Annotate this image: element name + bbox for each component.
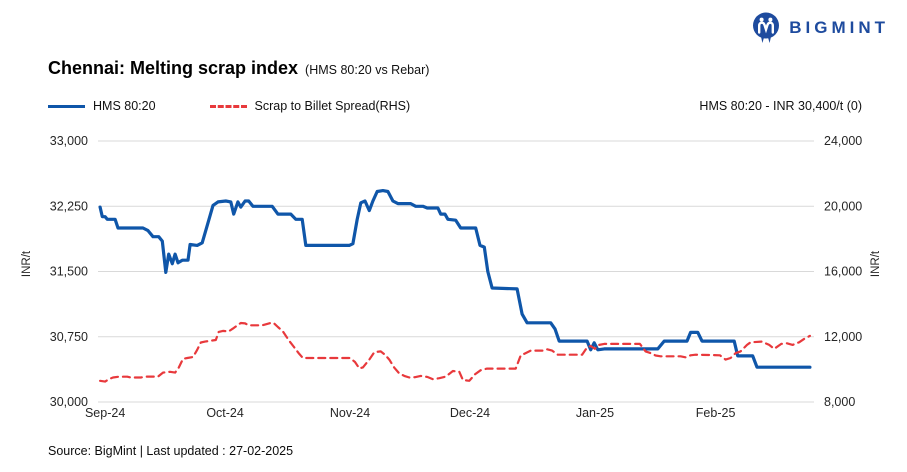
latest-value-annotation: HMS 80:20 - INR 30,400/t (0) [699,99,862,113]
x-axis-tick: Sep-24 [85,406,125,420]
x-axis-tick: Dec-24 [450,406,490,420]
chart-title-row: Chennai: Melting scrap index (HMS 80:20 … [48,58,429,79]
y-axis-tick-left: 31,500 [50,265,88,279]
source-note: Source: BigMint | Last updated : 27-02-2… [48,444,294,458]
legend-item-hms: HMS 80:20 [48,99,156,113]
left-axis-unit-label: INR/t [21,250,33,278]
x-axis-tick: Nov-24 [330,406,370,420]
chart-subtitle: (HMS 80:20 vs Rebar) [305,63,430,77]
series-line-spread [98,321,812,383]
legend-item-spread: Scrap to Billet Spread(RHS) [209,99,411,113]
x-axis-tick: Feb-25 [696,406,736,420]
chart-title: Chennai: Melting scrap index [48,58,299,78]
bigmint-logo-icon [751,11,781,44]
legend-label-spread: Scrap to Billet Spread(RHS) [254,99,411,113]
y-axis-tick-right: 8,000 [824,395,855,409]
y-axis-tick-right: 16,000 [824,265,862,279]
legend-swatch-dashed-line [209,104,247,108]
legend-swatch-solid-line [48,104,85,108]
y-axis-tick-right: 24,000 [824,134,862,148]
legend-row: HMS 80:20 Scrap to Billet Spread(RHS) HM… [48,97,862,115]
y-axis-tick-left: 33,000 [50,134,88,148]
bigmint-logo: BIGMINT [751,11,889,44]
y-axis-tick-right: 12,000 [824,330,862,344]
bigmint-logo-text: BIGMINT [789,17,889,37]
x-axis-tick: Oct-24 [206,406,244,420]
x-axis-tick: Jan-25 [576,406,614,420]
right-axis-unit-label: INR/t [870,250,882,278]
y-axis-tick-left: 30,750 [50,330,88,344]
legend-label-hms: HMS 80:20 [93,99,156,113]
y-axis-tick-left: 30,000 [50,395,88,409]
y-axis-tick-left: 32,250 [50,199,88,213]
y-axis-tick-right: 20,000 [824,199,862,213]
